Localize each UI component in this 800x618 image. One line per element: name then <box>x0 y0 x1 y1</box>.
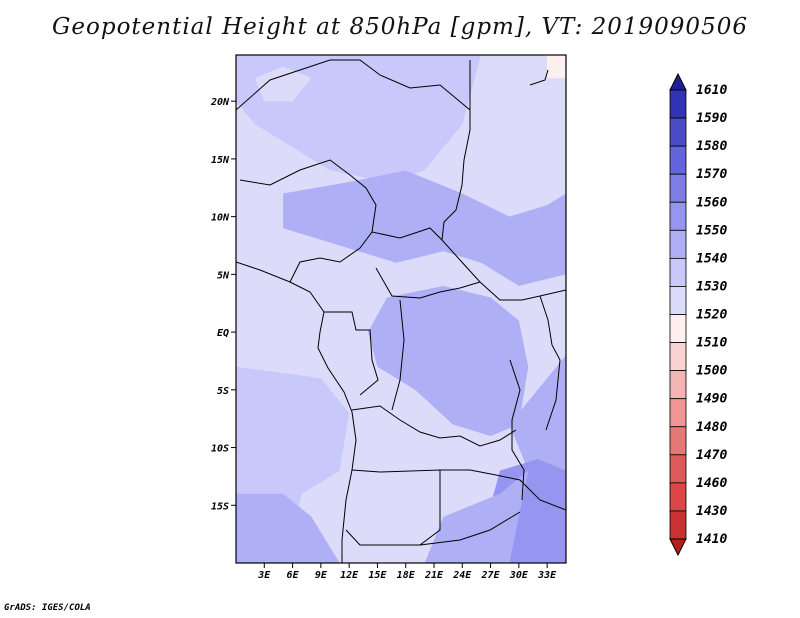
y-tick-label: 5S <box>217 386 229 397</box>
x-tick-label: 30E <box>509 570 529 581</box>
region-botswana-patch <box>396 493 420 511</box>
plot-area: 3E 6E 9E 12E 15E 18E 21E 24E 27E 30E 33E 20N 15N 10N… <box>210 54 567 581</box>
colorbar: 1610 1590 1580 1570 1560 1550 1540 1530 1520 1510… <box>669 72 727 557</box>
colorbar-label: 1530 <box>696 279 727 294</box>
colorbar-label: 1510 <box>696 336 727 351</box>
region-libya-patch <box>254 66 312 102</box>
border-line <box>509 359 525 501</box>
colorbar-label: 1520 <box>696 308 727 323</box>
y-tick-label: 5N <box>217 270 230 281</box>
colorbar-segment <box>669 398 687 428</box>
colorbar-segment <box>669 314 687 343</box>
colorbar-segment <box>669 342 687 372</box>
border-line <box>391 299 405 411</box>
colorbar-label: 1590 <box>696 111 727 126</box>
y-axis: 20N 15N 10N 5N EQ 5S 10S 15S <box>210 97 236 512</box>
x-tick-label: 27E <box>481 570 501 581</box>
colorbar-segment <box>669 426 687 456</box>
colorbar-label: 1430 <box>696 504 727 519</box>
x-tick-label: 33E <box>537 570 557 581</box>
border-line <box>371 227 443 241</box>
country-borders <box>236 59 566 563</box>
colorbar-segment <box>669 286 687 315</box>
colorbar-label: 1410 <box>696 532 727 547</box>
x-tick-label: 6E <box>287 570 300 581</box>
border-line <box>324 311 379 396</box>
colorbar-label: 1580 <box>696 139 727 154</box>
colorbar-extend-low <box>669 538 687 557</box>
colorbar-segment <box>669 117 687 147</box>
footer-credit: GrADS: IGES/COLA <box>4 603 91 613</box>
colorbar-extend-high <box>669 72 687 91</box>
x-tick-label: 9E <box>315 570 328 581</box>
colorbar-segment <box>669 370 687 400</box>
border-line <box>529 69 549 86</box>
colorbar-label: 1470 <box>696 448 727 463</box>
y-tick-label: 15N <box>211 155 230 166</box>
colorbar-segment <box>669 145 687 175</box>
border-line <box>345 469 441 546</box>
colorbar-segment <box>669 510 687 540</box>
colorbar-label: 1560 <box>696 195 727 210</box>
x-tick-label: 18E <box>397 570 416 581</box>
x-tick-label: 24E <box>452 570 472 581</box>
colorbar-segment <box>669 89 687 119</box>
y-tick-label: 10N <box>211 213 230 224</box>
region-tanzania-east <box>509 355 566 471</box>
region-chad-sudan <box>283 170 566 286</box>
border-line <box>375 267 481 299</box>
region-red-sea-corner <box>547 55 566 79</box>
colorbar-segment <box>669 257 687 287</box>
chart-title: Geopotential Height at 850hPa [gpm], VT:… <box>52 14 748 40</box>
colorbar-label: 1540 <box>696 251 727 266</box>
region-angola-coast <box>236 366 350 529</box>
colorbar-label: 1460 <box>696 476 727 491</box>
border-line <box>419 511 521 546</box>
border-line <box>440 469 566 511</box>
x-tick-label: 3E <box>257 570 271 581</box>
border-line <box>236 59 566 301</box>
colorbar-segment <box>669 173 687 203</box>
region-namibia-west <box>236 493 340 563</box>
colorbar-label: 1480 <box>696 420 727 435</box>
y-tick-label: 20N <box>210 97 230 108</box>
colorbar-label: 1610 <box>696 83 727 98</box>
y-tick-label: 15S <box>211 501 229 512</box>
border-line <box>539 295 561 431</box>
colorbar-label: 1500 <box>696 364 727 379</box>
colorbar-segment <box>669 201 687 231</box>
region-central-basin <box>368 285 529 436</box>
colorbar-label: 1490 <box>696 392 727 407</box>
colorbar-segment <box>669 454 687 484</box>
x-tick-label: 12E <box>340 570 359 581</box>
colorbar-segment <box>669 229 687 259</box>
region-southeast-mid <box>424 470 529 563</box>
x-tick-label: 21E <box>424 570 444 581</box>
colorbar-label: 1550 <box>696 223 727 238</box>
x-axis: 3E 6E 9E 12E 15E 18E 21E 24E 27E 30E 33E <box>257 563 557 581</box>
coastline <box>236 261 357 563</box>
y-tick-label: 10S <box>211 444 229 455</box>
y-tick-label: EQ <box>217 328 229 339</box>
border-line <box>351 405 517 447</box>
border-line <box>239 159 377 283</box>
colorbar-segment <box>669 482 687 512</box>
x-tick-label: 15E <box>368 570 387 581</box>
colorbar-label: 1570 <box>696 167 727 182</box>
